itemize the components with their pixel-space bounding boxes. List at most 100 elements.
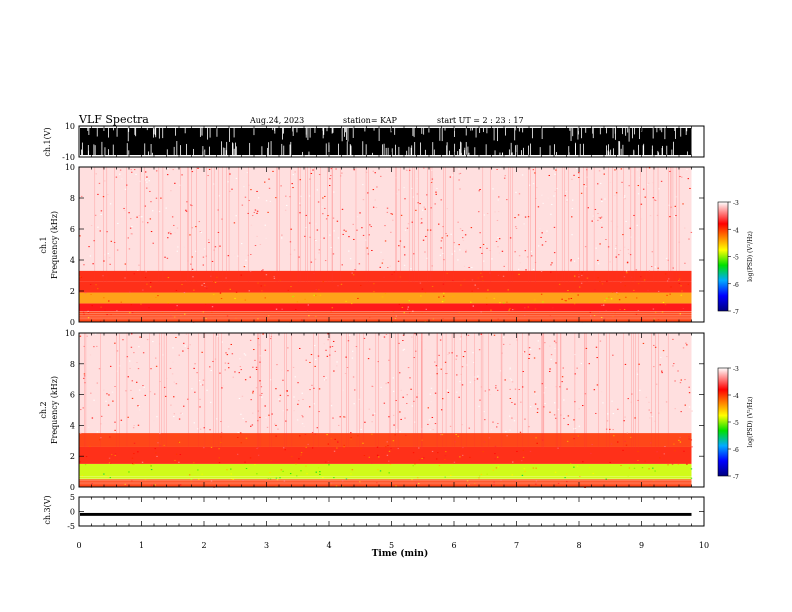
ch2-spectrogram-speckle (622, 449, 624, 451)
ch2-spectrogram-speckle (261, 392, 263, 394)
ch1-spectrogram-speckle (306, 310, 309, 312)
ch1-waveform-gap (94, 145, 96, 155)
ch1-spectrogram-speckle (249, 270, 252, 272)
ch1-spectrogram-speckle (274, 171, 276, 173)
ch2-spectrogram-speckle (96, 382, 99, 384)
ch2-spectrogram-speckle (626, 432, 629, 434)
ch1-spectrogram-speckle (458, 244, 460, 246)
ch1-spectrogram-speckle (365, 239, 367, 241)
ch2-spectrogram-speckle (187, 398, 189, 400)
ch1-spectrogram-speckle (256, 210, 259, 212)
ch1-spectrogram-speckle (489, 250, 491, 252)
ch1-spectrogram-speckle (234, 254, 236, 256)
ch1-spectrogram-speckle (345, 230, 347, 232)
ch2-spectrogram-speckle (557, 482, 560, 484)
ch1-waveform-gap (352, 128, 354, 138)
ch1-waveform-gap (180, 145, 181, 155)
ch2-spectrogram-speckle (270, 379, 272, 381)
ch1-spectrogram-speckle (351, 272, 353, 274)
ch2-spectrogram-speckle (305, 359, 307, 361)
ch2-spectrogram-speckle (682, 347, 685, 349)
ch1-spectrogram-speckle (247, 254, 249, 256)
ch1-spectrogram-speckle (653, 318, 656, 320)
ch1-spectrogram-speckle (110, 228, 112, 230)
ch2-spectrogram-speckle (138, 406, 140, 408)
ch2-spectrogram-speckle (368, 408, 370, 410)
ch1-spectrogram-speckle (591, 220, 593, 222)
ch1-waveform-gap (184, 128, 186, 134)
ch1-spectrogram-speckle (293, 249, 296, 251)
ch2-spectrogram-speckle (270, 335, 273, 337)
ch2-spectrogram-speckle (514, 480, 517, 482)
ch2-spectrogram-speckle (261, 396, 263, 398)
ch2-spectrogram-speckle (495, 431, 498, 433)
ch2-spectrogram-speckle (257, 420, 259, 422)
ch1-spectrogram-speckle (318, 289, 320, 291)
ch2-spectrogram-speckle (671, 463, 674, 465)
ch1-spectrogram-speckle (628, 185, 630, 187)
ch2-spectrogram-speckle (624, 416, 626, 418)
ch1-waveform-gap (685, 128, 687, 135)
ch1-waveform-gap (249, 142, 251, 155)
ch1-waveform-gap (103, 128, 105, 131)
ch1-waveform-gap (87, 144, 89, 155)
ch1-spectrogram-speckle (625, 220, 627, 222)
ch2-spectrogram-speckle (220, 442, 222, 444)
ch1-spectrogram-speckle (138, 264, 140, 266)
ch1-spectrogram-speckle (623, 276, 626, 278)
ch2-spectrogram-speckle (344, 416, 346, 418)
ch2-spectrogram-speckle (352, 350, 354, 352)
ch2-spectrogram-speckle (462, 447, 464, 449)
ch1-spectrogram-speckle (593, 314, 596, 316)
ch2-spectrogram-speckle (511, 417, 513, 419)
ch1-spectrogram-speckle (452, 175, 454, 177)
date-label: Aug.24, 2023 (249, 116, 304, 125)
ch2-spectrogram-speckle (203, 427, 205, 429)
ch1-spectrogram-speckle (640, 203, 643, 205)
ch1-spectrogram-speckle (121, 178, 123, 180)
ch2-spectrogram-speckle (406, 394, 408, 396)
ch1-spectrogram-speckle (578, 286, 581, 288)
ch1-spectrogram-speckle (577, 294, 579, 296)
ch1-spectrogram-speckle (482, 243, 485, 245)
ch1-spectrogram-speckle (214, 281, 217, 283)
ch1-spectrogram-speckle (348, 236, 350, 238)
ch1-waveform-gap (202, 146, 204, 155)
ch2-spectrogram-speckle (396, 428, 398, 430)
ch2-spectrogram-speckle (637, 459, 639, 461)
ch2-spectrogram-speckle (590, 452, 592, 454)
ch1-spectrogram-speckle (119, 173, 121, 175)
ch1-spectrogram-speckle (633, 214, 635, 216)
ch1-spectrogram-speckle (608, 296, 610, 298)
ch1-spectrogram-speckle (408, 300, 411, 302)
ch1-spectrogram-speckle (351, 303, 353, 305)
ch2-spectrogram-speckle (522, 351, 524, 353)
ch1-spectrogram-speckle (678, 280, 680, 282)
ch2-spectrogram-speckle (116, 370, 118, 372)
ch1-spectrogram-speckle (375, 207, 378, 209)
ch2-spectrogram-speckle (178, 461, 180, 463)
ch1-spectrogram-speckle (289, 253, 292, 255)
ch2-spectrogram-speckle (595, 346, 598, 348)
ch1-spectrogram-speckle (518, 255, 521, 257)
ch2-spectrogram-speckle (363, 455, 366, 457)
ch2-spectrogram-speckle (376, 454, 379, 456)
ch1-spectrogram-speckle (567, 290, 569, 292)
ch1-spectrogram-speckle (570, 297, 573, 299)
ch2-spectrogram-speckle (197, 469, 199, 471)
ch1-spectrogram-speckle (399, 276, 402, 278)
ch1-waveform-gap (515, 128, 517, 131)
ch1-spectrogram-speckle (295, 308, 297, 310)
ch1-spectrogram-speckle (241, 204, 244, 206)
ch2-spectrogram-speckle (436, 373, 438, 375)
ch1-spectrogram-speckle (124, 277, 126, 279)
ch1-spectrogram-speckle (515, 227, 518, 229)
ch1-spectrogram-speckle (167, 237, 169, 239)
ch2-spectrogram-speckle (210, 370, 212, 372)
ch1-spectrogram-speckle (332, 253, 335, 255)
ch1-spectrogram-speckle (541, 194, 543, 196)
ch1-spectrogram-speckle (348, 250, 350, 252)
ch2-spectrogram-speckle (677, 370, 679, 372)
ch2-spectrogram-speckle (125, 390, 127, 392)
ch2-spectrogram-speckle (231, 353, 234, 355)
